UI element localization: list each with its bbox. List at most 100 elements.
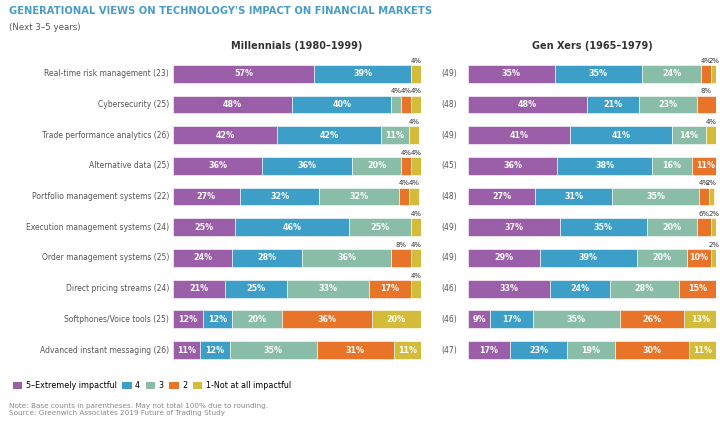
Bar xyxy=(684,311,716,328)
Text: 40%: 40% xyxy=(332,100,351,109)
Text: 24%: 24% xyxy=(662,69,681,78)
Text: 24%: 24% xyxy=(193,253,212,262)
Text: 4%: 4% xyxy=(401,88,412,95)
Text: 37%: 37% xyxy=(505,223,523,232)
Text: 36%: 36% xyxy=(297,161,316,170)
Text: 4%: 4% xyxy=(410,88,422,95)
Text: 4%: 4% xyxy=(410,150,422,156)
Text: 28%: 28% xyxy=(635,284,654,293)
Bar xyxy=(277,126,382,144)
Bar xyxy=(401,95,411,113)
Text: Millennials (1980–1999): Millennials (1980–1999) xyxy=(231,41,363,51)
Text: Direct pricing streams (24): Direct pricing streams (24) xyxy=(66,284,169,293)
Text: Real-time risk management (23): Real-time risk management (23) xyxy=(45,69,169,78)
Text: 57%: 57% xyxy=(234,69,253,78)
Text: 38%: 38% xyxy=(595,161,614,170)
Text: 4%: 4% xyxy=(410,211,422,217)
Text: GENERATIONAL VIEWS ON TECHNOLOGY'S IMPACT ON FINANCIAL MARKETS: GENERATIONAL VIEWS ON TECHNOLOGY'S IMPAC… xyxy=(9,6,432,16)
Text: Note: Base counts in parentheses. May not total 100% due to rounding.
Source: Gr: Note: Base counts in parentheses. May no… xyxy=(9,403,268,416)
Text: 35%: 35% xyxy=(646,192,665,201)
Text: 41%: 41% xyxy=(510,131,528,140)
Bar xyxy=(369,280,411,298)
Text: 36%: 36% xyxy=(503,161,522,170)
Bar xyxy=(173,341,200,359)
Text: 35%: 35% xyxy=(567,315,585,324)
Text: (49): (49) xyxy=(441,69,456,78)
Bar xyxy=(709,188,714,205)
Bar xyxy=(399,188,409,205)
Text: Trade performance analytics (26): Trade performance analytics (26) xyxy=(42,131,169,140)
Bar xyxy=(320,188,399,205)
Bar xyxy=(490,311,533,328)
Text: 33%: 33% xyxy=(318,284,338,293)
Bar xyxy=(706,126,716,144)
Bar xyxy=(230,341,317,359)
Bar xyxy=(409,188,419,205)
Text: 12%: 12% xyxy=(205,345,225,354)
Text: 23%: 23% xyxy=(658,100,678,109)
Bar xyxy=(570,126,672,144)
Bar xyxy=(672,126,706,144)
Bar xyxy=(173,126,277,144)
Bar xyxy=(394,341,421,359)
Bar xyxy=(173,219,235,236)
Text: 16%: 16% xyxy=(662,161,681,170)
Bar xyxy=(560,219,647,236)
Text: 20%: 20% xyxy=(367,161,386,170)
Text: 4%: 4% xyxy=(391,88,402,95)
Text: 48%: 48% xyxy=(518,100,537,109)
Bar xyxy=(555,65,642,83)
Text: Order management systems (25): Order management systems (25) xyxy=(42,253,169,262)
Bar xyxy=(535,188,612,205)
Text: 42%: 42% xyxy=(215,131,235,140)
Bar xyxy=(468,280,550,298)
Text: 25%: 25% xyxy=(371,223,390,232)
Bar xyxy=(173,249,233,267)
Text: 15%: 15% xyxy=(688,284,707,293)
Text: 21%: 21% xyxy=(189,284,209,293)
Bar xyxy=(711,249,716,267)
Text: Softphones/Voice tools (25): Softphones/Voice tools (25) xyxy=(64,315,169,324)
Text: 11%: 11% xyxy=(398,345,417,354)
Text: 32%: 32% xyxy=(270,192,289,201)
Text: Alternative data (25): Alternative data (25) xyxy=(89,161,169,170)
Bar xyxy=(411,157,421,175)
Bar xyxy=(411,249,421,267)
Text: 35%: 35% xyxy=(589,69,608,78)
Text: 30%: 30% xyxy=(642,345,661,354)
Bar xyxy=(637,249,687,267)
Text: 17%: 17% xyxy=(480,345,499,354)
Bar xyxy=(302,249,392,267)
Text: 20%: 20% xyxy=(652,253,671,262)
Bar xyxy=(225,280,287,298)
Bar xyxy=(392,95,401,113)
Bar xyxy=(411,219,421,236)
Text: Portfolio management systems (22): Portfolio management systems (22) xyxy=(32,192,169,201)
Bar xyxy=(612,188,699,205)
Text: 29%: 29% xyxy=(495,253,513,262)
Text: 2%: 2% xyxy=(706,181,717,187)
Bar xyxy=(411,65,421,83)
Text: Cybersecurity (25): Cybersecurity (25) xyxy=(98,100,169,109)
Text: (49): (49) xyxy=(441,131,456,140)
Text: 36%: 36% xyxy=(318,315,336,324)
Text: 23%: 23% xyxy=(529,345,549,354)
Text: 24%: 24% xyxy=(570,284,590,293)
Text: 20%: 20% xyxy=(662,223,681,232)
Bar xyxy=(652,157,691,175)
Text: 39%: 39% xyxy=(354,69,372,78)
Text: 25%: 25% xyxy=(246,284,266,293)
Bar xyxy=(235,219,349,236)
Bar xyxy=(701,65,711,83)
Text: (48): (48) xyxy=(441,192,456,201)
Text: Execution management systems (24): Execution management systems (24) xyxy=(26,223,169,232)
Text: (46): (46) xyxy=(441,315,456,324)
Bar xyxy=(282,311,372,328)
Bar xyxy=(639,95,696,113)
Text: 27%: 27% xyxy=(197,192,216,201)
Text: 35%: 35% xyxy=(594,223,613,232)
Text: 11%: 11% xyxy=(693,345,712,354)
Text: 4%: 4% xyxy=(701,58,712,63)
Text: (Next 3–5 years): (Next 3–5 years) xyxy=(9,23,80,32)
Bar xyxy=(468,249,540,267)
